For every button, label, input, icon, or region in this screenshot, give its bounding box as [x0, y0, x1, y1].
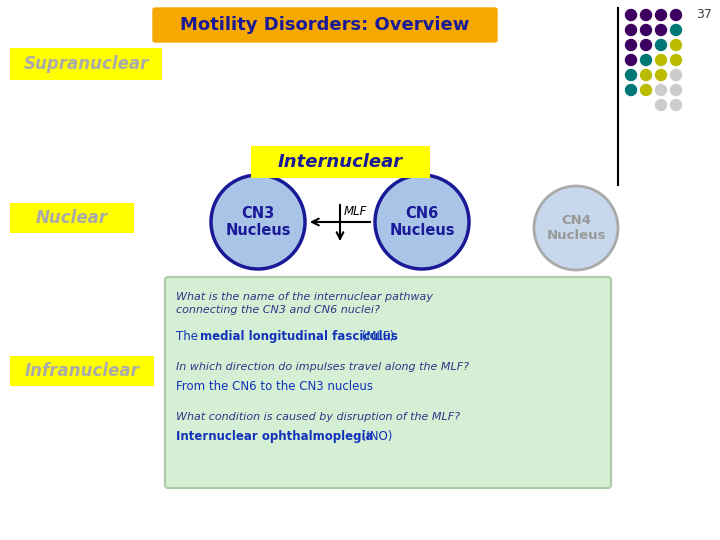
Text: MLF: MLF: [344, 205, 367, 218]
Circle shape: [655, 99, 667, 111]
Text: CN4
Nucleus: CN4 Nucleus: [546, 214, 606, 242]
Circle shape: [655, 39, 667, 51]
Circle shape: [641, 70, 652, 80]
Text: CN6
Nucleus: CN6 Nucleus: [390, 206, 455, 238]
Text: What is the name of the internuclear pathway
connecting the CN3 and CN6 nuclei?: What is the name of the internuclear pat…: [176, 292, 433, 315]
Circle shape: [641, 10, 652, 21]
Circle shape: [534, 186, 618, 270]
Text: Nuclear: Nuclear: [36, 209, 108, 227]
Text: What condition is caused by disruption of the MLF?: What condition is caused by disruption o…: [176, 412, 460, 422]
Circle shape: [670, 10, 682, 21]
Circle shape: [655, 24, 667, 36]
Circle shape: [641, 84, 652, 96]
Circle shape: [641, 55, 652, 65]
Text: Internuclear ophthalmoplegia: Internuclear ophthalmoplegia: [176, 430, 374, 443]
Circle shape: [641, 24, 652, 36]
Circle shape: [655, 84, 667, 96]
Text: From the CN6 to the CN3 nucleus: From the CN6 to the CN3 nucleus: [176, 380, 373, 393]
Circle shape: [670, 55, 682, 65]
Circle shape: [670, 24, 682, 36]
Circle shape: [626, 84, 636, 96]
Circle shape: [626, 24, 636, 36]
Circle shape: [670, 84, 682, 96]
FancyBboxPatch shape: [251, 146, 430, 178]
FancyBboxPatch shape: [10, 203, 134, 233]
FancyBboxPatch shape: [10, 356, 154, 386]
Text: (INO): (INO): [358, 430, 392, 443]
FancyBboxPatch shape: [153, 8, 497, 42]
Circle shape: [670, 39, 682, 51]
Text: 37: 37: [696, 8, 712, 21]
Text: The: The: [176, 330, 202, 343]
Text: CN3
Nucleus: CN3 Nucleus: [225, 206, 291, 238]
Circle shape: [626, 70, 636, 80]
FancyBboxPatch shape: [10, 48, 162, 80]
Text: Motility Disorders: Overview: Motility Disorders: Overview: [180, 16, 469, 34]
Circle shape: [655, 55, 667, 65]
Circle shape: [626, 55, 636, 65]
Circle shape: [626, 39, 636, 51]
Circle shape: [211, 175, 305, 269]
Circle shape: [655, 10, 667, 21]
Text: Infranuclear: Infranuclear: [24, 362, 140, 380]
Text: medial longitudinal fasciculus: medial longitudinal fasciculus: [200, 330, 398, 343]
Circle shape: [655, 70, 667, 80]
Text: In which direction do impulses travel along the MLF?: In which direction do impulses travel al…: [176, 362, 469, 372]
Text: Supranuclear: Supranuclear: [23, 55, 149, 73]
Circle shape: [641, 39, 652, 51]
Circle shape: [670, 70, 682, 80]
Circle shape: [670, 99, 682, 111]
Circle shape: [375, 175, 469, 269]
Text: Internuclear: Internuclear: [277, 153, 402, 171]
Circle shape: [626, 10, 636, 21]
FancyBboxPatch shape: [165, 277, 611, 488]
Text: (MLF): (MLF): [358, 330, 395, 343]
